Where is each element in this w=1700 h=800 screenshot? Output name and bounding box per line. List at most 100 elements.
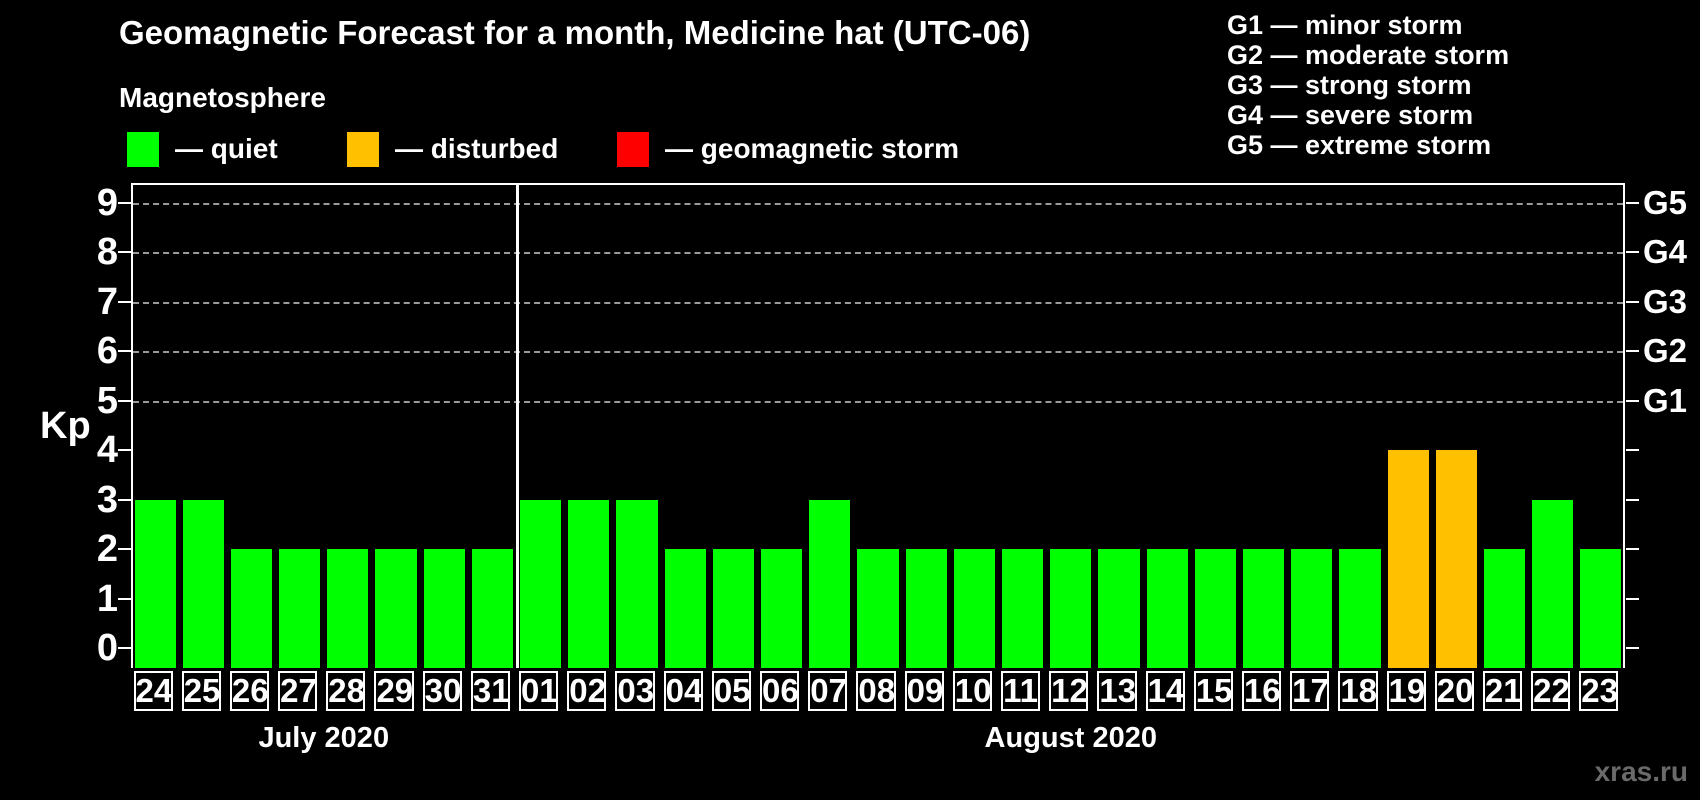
y-tick-left-7 — [118, 300, 131, 303]
quiet-color-swatch-icon — [127, 131, 159, 167]
bar-day-01 — [520, 499, 562, 668]
plot-area — [131, 183, 1625, 668]
g5-legend-line: G5 — extreme storm — [1227, 130, 1492, 160]
gridline-kp7 — [133, 301, 1623, 304]
x-tick-label-05: 05 — [711, 671, 751, 711]
bar-day-16 — [1242, 549, 1285, 668]
bar-day-31 — [471, 549, 514, 668]
y-tick-left-3 — [118, 498, 131, 501]
bar-day-26 — [230, 549, 273, 668]
x-tick-label-30: 30 — [422, 671, 462, 711]
x-tick-label-07: 07 — [808, 671, 848, 711]
bar-day-08 — [857, 549, 899, 668]
bar-day-28 — [327, 549, 369, 668]
y-tick-right-2 — [1626, 548, 1639, 551]
x-tick-label-13: 13 — [1097, 671, 1137, 711]
x-tick-label-02: 02 — [567, 671, 607, 711]
bar-day-05 — [712, 549, 754, 668]
x-tick-label-16: 16 — [1241, 671, 1282, 711]
legend-item-label: — quiet — [175, 133, 278, 164]
bar-day-21 — [1483, 549, 1526, 668]
x-tick-label-31: 31 — [470, 671, 511, 711]
x-tick-label-21: 21 — [1482, 671, 1523, 711]
x-tick-label-03: 03 — [615, 671, 655, 711]
bar-day-30 — [423, 549, 465, 668]
bar-day-24 — [134, 499, 176, 668]
y-tick-right-4 — [1626, 449, 1639, 452]
x-tick-label-24: 24 — [133, 671, 173, 711]
right-axis-label-G2: G2 — [1643, 332, 1688, 370]
bar-day-09 — [905, 549, 947, 668]
bar-day-04 — [664, 549, 706, 668]
disturbed-color-swatch-icon — [347, 131, 379, 167]
y-tick-label-0: 0 — [96, 627, 118, 670]
bar-day-03 — [616, 499, 658, 668]
gridline-kp9 — [133, 202, 1623, 205]
g-scale-legend: G1 — minor storm G2 — moderate storm G3 … — [1227, 10, 1509, 160]
g2-legend-line: G2 — moderate storm — [1227, 40, 1510, 70]
legend-item-label: — geomagnetic storm — [665, 133, 960, 164]
y-tick-right-7 — [1626, 300, 1639, 303]
y-tick-label-8: 8 — [96, 231, 118, 274]
x-tick-label-09: 09 — [904, 671, 944, 711]
bar-day-10 — [953, 549, 995, 668]
g3-legend-line: G3 — strong storm — [1227, 70, 1472, 100]
bar-day-27 — [279, 549, 321, 668]
legend-item-disturbed: — disturbed — [347, 131, 558, 167]
y-tick-right-8 — [1626, 251, 1639, 254]
y-tick-left-6 — [118, 350, 131, 353]
g4-legend-line: G4 — severe storm — [1227, 100, 1474, 130]
x-tick-label-15: 15 — [1193, 671, 1233, 711]
x-tick-label-11: 11 — [1000, 671, 1041, 711]
bar-day-17 — [1291, 549, 1333, 668]
gridline-kp5 — [133, 400, 1623, 403]
month-label-august: August 2020 — [984, 722, 1157, 754]
y-tick-left-8 — [118, 251, 131, 254]
x-tick-label-20: 20 — [1434, 671, 1474, 711]
y-tick-left-5 — [118, 399, 131, 402]
x-tick-label-28: 28 — [326, 671, 366, 711]
legend-item-quiet: — quiet — [127, 131, 278, 167]
bar-day-29 — [375, 549, 417, 668]
bar-day-25 — [182, 499, 224, 668]
x-tick-label-23: 23 — [1579, 671, 1619, 711]
x-tick-label-29: 29 — [374, 671, 414, 711]
y-tick-right-3 — [1626, 498, 1639, 501]
bar-day-12 — [1050, 549, 1092, 668]
x-tick-label-26: 26 — [229, 671, 270, 711]
watermark: xras.ru — [1594, 756, 1688, 787]
x-tick-label-22: 22 — [1531, 671, 1571, 711]
legend-header: Magnetosphere — [119, 82, 326, 113]
x-tick-label-01: 01 — [519, 671, 559, 711]
x-tick-label-04: 04 — [663, 671, 703, 711]
y-tick-left-4 — [118, 449, 131, 452]
y-tick-label-6: 6 — [96, 330, 118, 373]
legend-item-geomagnetic-storm: — geomagnetic storm — [617, 131, 959, 167]
g1-legend-line: G1 — minor storm — [1227, 10, 1463, 40]
bar-day-06 — [761, 549, 803, 668]
x-tick-label-10: 10 — [952, 671, 992, 711]
y-tick-right-6 — [1626, 350, 1639, 353]
x-tick-label-06: 06 — [760, 671, 800, 711]
x-tick-label-08: 08 — [856, 671, 896, 711]
y-tick-left-9 — [118, 201, 131, 204]
x-tick-label-12: 12 — [1049, 671, 1089, 711]
month-label-july: July 2020 — [258, 722, 390, 754]
y-axis-label: Kp — [40, 405, 91, 447]
month-separator-line — [515, 185, 519, 668]
x-axis-day-labels: 24 25 26 27 28 29 30 31 01 02 03 04 05 06 07 08 09 10 11 12… — [131, 671, 1625, 713]
bar-day-11 — [1001, 549, 1044, 668]
y-tick-label-3: 3 — [96, 478, 118, 521]
x-tick-label-18: 18 — [1338, 671, 1378, 711]
y-tick-right-9 — [1626, 201, 1639, 204]
y-tick-label-7: 7 — [96, 280, 118, 323]
y-tick-right-0 — [1626, 647, 1639, 650]
bar-day-18 — [1339, 549, 1381, 668]
right-axis-label-G5: G5 — [1643, 183, 1688, 221]
bar-day-15 — [1194, 549, 1236, 668]
y-tick-left-2 — [118, 548, 131, 551]
x-tick-label-19: 19 — [1386, 671, 1426, 711]
y-tick-label-9: 9 — [96, 181, 118, 224]
legend-item-label: — disturbed — [395, 133, 559, 164]
bar-day-19 — [1387, 450, 1429, 668]
